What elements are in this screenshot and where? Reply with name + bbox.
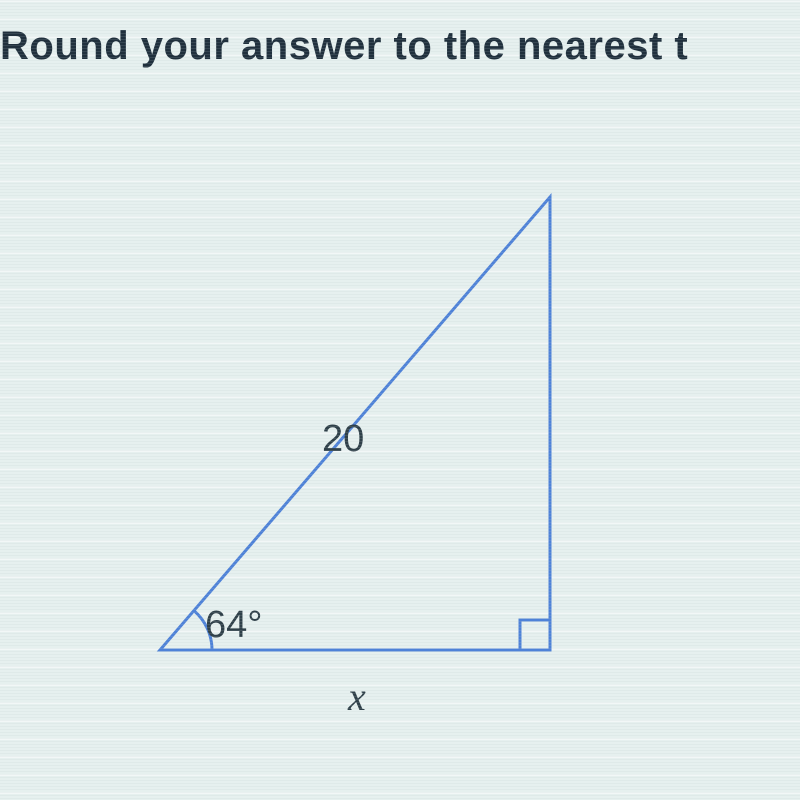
right-angle-marker bbox=[520, 620, 550, 650]
label-hypotenuse: 20 bbox=[322, 418, 364, 460]
question-text: Round your answer to the nearest t bbox=[0, 24, 800, 69]
triangle-svg: 20 64° x bbox=[130, 175, 600, 735]
label-angle: 64° bbox=[205, 604, 262, 646]
label-base-x: x bbox=[347, 674, 366, 719]
triangle-figure: 20 64° x bbox=[130, 175, 600, 735]
